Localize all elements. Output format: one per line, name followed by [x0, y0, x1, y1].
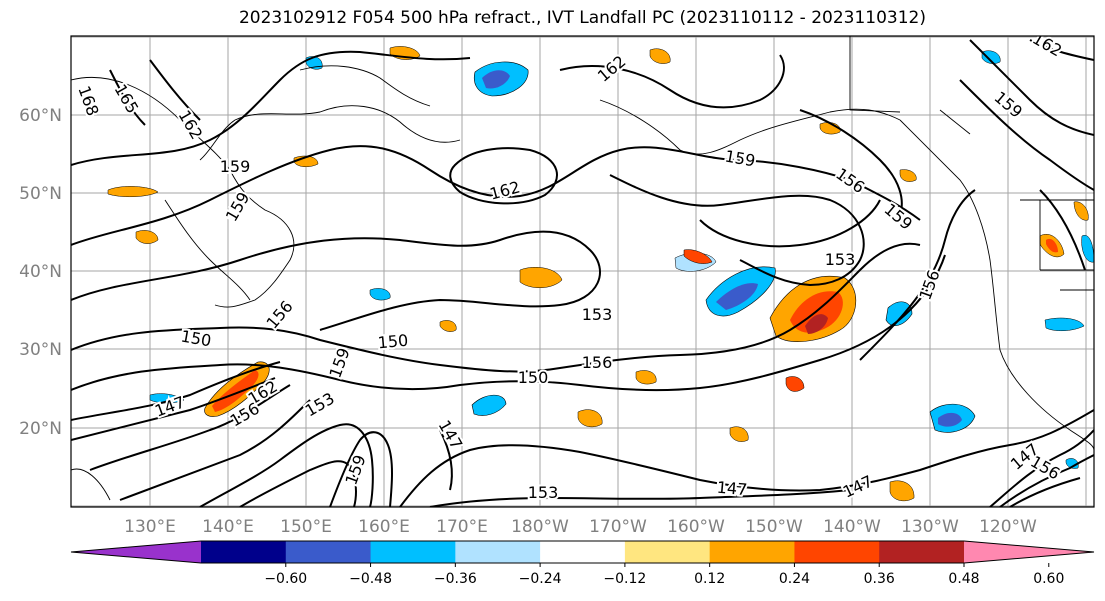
- colorbar-tick-label: −0.24: [519, 571, 562, 587]
- longitude-labels: 130°E 140°E 150°E 160°E 170°E 180°W 170°W 160°W…: [124, 517, 1037, 537]
- contour-label: 150: [518, 368, 549, 387]
- contour-label: 159: [325, 345, 353, 380]
- colorbar-tick-label: −0.36: [434, 571, 477, 587]
- map-title: 2023102912 F054 500 hPa refract., IVT La…: [238, 8, 926, 28]
- latitude-label: 40°N: [19, 262, 62, 282]
- contour-label: 162: [488, 177, 522, 203]
- latitude-label: 50°N: [19, 184, 62, 204]
- colorbar-tick-label: −0.60: [264, 571, 307, 587]
- colorbar-tick-label: 0.24: [779, 571, 810, 587]
- colorbar-segment: [709, 541, 795, 563]
- contour-label: 162: [594, 52, 630, 86]
- contour-label: 150: [377, 331, 409, 353]
- longitude-label: 160°W: [667, 517, 725, 537]
- contour-label: 156: [915, 267, 943, 302]
- colorbar-extend-high: [964, 541, 1094, 563]
- contour-label: 147: [840, 471, 876, 501]
- longitude-label: 170°W: [589, 517, 647, 537]
- longitude-label: 120°W: [979, 517, 1037, 537]
- contour-label: 159: [341, 452, 369, 487]
- latitude-label: 30°N: [19, 340, 62, 360]
- contour-label: 153: [528, 483, 559, 502]
- contour-label: 153: [302, 389, 338, 421]
- colorbar-segment: [624, 541, 711, 563]
- contour-label: 159: [723, 146, 756, 170]
- contour-label: 162: [175, 107, 207, 143]
- colorbar-tick-label: 0.60: [1033, 571, 1064, 587]
- contour-label: 153: [582, 305, 613, 324]
- colorbar-tick-label: 0.48: [948, 571, 979, 587]
- contour-label: 159: [220, 157, 251, 176]
- colorbar-tick-label: 0.36: [864, 571, 895, 587]
- colorbar-extend-low: [71, 541, 201, 563]
- contour-label: 156: [582, 353, 613, 372]
- contour-label: 168: [74, 83, 102, 118]
- contour-label: 156: [832, 164, 868, 197]
- colorbar-outline: [70, 540, 1095, 564]
- colorbar-segment: [540, 541, 626, 563]
- contour-label: 165: [111, 81, 143, 117]
- colorbar: −0.60 −0.48 −0.36 −0.24 −0.12 0.12 0.24 0.36 0.4…: [70, 540, 1095, 587]
- longitude-label: 130°E: [124, 517, 176, 537]
- latitude-labels: 60°N 50°N 40°N 30°N 20°N: [19, 106, 62, 439]
- longitude-label: 180°W: [511, 517, 569, 537]
- latitude-label: 20°N: [19, 419, 62, 439]
- plot-frame: [70, 35, 1095, 508]
- longitude-label: 140°E: [202, 517, 254, 537]
- longitude-label: 150°W: [745, 517, 803, 537]
- graticule: [71, 36, 1094, 507]
- longitude-label: 140°W: [823, 517, 881, 537]
- contour-label: 159: [222, 189, 254, 225]
- contour-label: 153: [825, 250, 856, 269]
- longitude-label: 130°W: [901, 517, 959, 537]
- colorbar-segment: [201, 541, 287, 563]
- latitude-label: 60°N: [19, 106, 62, 126]
- colorbar-tick-label: 0.12: [694, 571, 725, 587]
- contour-label: 156: [263, 297, 297, 333]
- longitude-label: 150°E: [280, 517, 332, 537]
- colorbar-segment: [370, 541, 456, 563]
- colorbar-segment: [285, 541, 372, 563]
- contour-label: 147: [716, 478, 748, 500]
- contour-label: 150: [179, 326, 212, 350]
- contour-label: 159: [881, 200, 917, 234]
- longitude-label: 160°E: [358, 517, 410, 537]
- contour-label: 162: [1029, 29, 1065, 61]
- colorbar-segment: [794, 541, 880, 563]
- colorbar-tick-label: −0.12: [603, 571, 646, 587]
- contour-label: 159: [991, 88, 1027, 122]
- colorbar-tick-label: −0.48: [349, 571, 392, 587]
- longitude-label: 170°E: [436, 517, 488, 537]
- height-contours: [71, 39, 1094, 507]
- colorbar-segment: [879, 541, 965, 563]
- colorbar-segment: [455, 541, 541, 563]
